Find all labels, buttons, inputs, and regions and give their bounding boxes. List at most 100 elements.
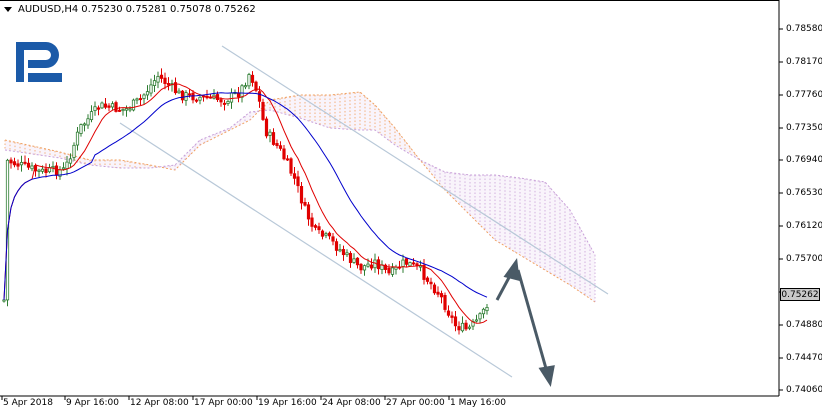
candle-body: [334, 241, 339, 251]
candle-body: [327, 232, 332, 237]
candle-body: [422, 264, 426, 280]
candle-body: [317, 226, 321, 231]
candle-body: [369, 264, 374, 269]
time-label: 12 Apr 08:00: [130, 398, 189, 408]
candle-body: [110, 103, 115, 108]
arrow-head-up: [503, 257, 520, 281]
time-label: 5 Apr 2018: [3, 398, 53, 408]
triangle-down-icon[interactable]: [4, 7, 12, 12]
current-price-badge: 0.75262: [780, 288, 820, 301]
candle-body: [9, 159, 13, 164]
candle-body: [404, 258, 409, 265]
channel-upper-line: [221, 45, 609, 295]
candle-body: [257, 91, 262, 102]
tenkan-sen-line: [3, 83, 488, 324]
axis-ticks: [1, 28, 783, 400]
time-label: 24 Apr 08:00: [322, 398, 381, 408]
candle-body: [432, 284, 437, 294]
candle-body: [79, 124, 83, 134]
candle-body: [68, 158, 73, 164]
candle-body: [478, 313, 482, 320]
candle-body: [89, 111, 94, 121]
candle-body: [275, 143, 279, 147]
candle-body: [289, 158, 293, 174]
high-value: 0.75281: [125, 4, 168, 15]
symbol-label: AUDUSD,H4: [18, 4, 79, 15]
candle-body: [16, 163, 20, 167]
candlesticks: [2, 68, 489, 335]
candle-body: [341, 249, 346, 256]
candle-body: [485, 307, 489, 312]
candle-body: [338, 249, 342, 252]
price-label: 0.74060: [786, 385, 822, 395]
candle-body: [40, 168, 45, 172]
candle-body: [226, 101, 230, 104]
candle-body: [86, 118, 90, 126]
candle-body: [481, 308, 486, 315]
candle-body: [117, 109, 122, 112]
candle-body: [331, 236, 335, 242]
candle-body: [296, 176, 300, 187]
candle-body: [460, 322, 465, 332]
candle-body: [439, 293, 444, 298]
roboforex-logo-icon: [14, 40, 64, 88]
candle-body: [320, 230, 325, 237]
price-label: 0.75700: [786, 254, 822, 264]
price-label: 0.78580: [786, 24, 822, 34]
candle-body: [163, 77, 167, 84]
arrow-head-down: [538, 365, 555, 387]
candle-body: [285, 158, 290, 161]
candle-body: [145, 91, 150, 96]
candle-body: [467, 326, 472, 329]
candle-body: [61, 167, 66, 170]
price-label: 0.76530: [786, 188, 822, 198]
candle-body: [446, 310, 451, 316]
candle-body: [152, 80, 157, 86]
candle-body: [278, 145, 283, 149]
candle-body: [229, 92, 234, 103]
candle-body: [103, 103, 108, 108]
candle-body: [247, 74, 251, 87]
candle-body: [408, 262, 412, 267]
time-label: 27 Apr 00:00: [386, 398, 445, 408]
candle-body: [261, 101, 265, 120]
cloud-fill: [5, 92, 595, 302]
candle-body: [19, 162, 24, 166]
price-label: 0.76120: [786, 221, 822, 231]
candle-body: [240, 85, 244, 98]
candle-body: [93, 106, 97, 111]
symbol-info[interactable]: AUDUSD,H4 0.75230 0.75281 0.75078 0.7526…: [4, 4, 256, 15]
candle-body: [359, 263, 363, 271]
candle-body: [159, 74, 164, 79]
candle-body: [250, 74, 255, 83]
close-value: 0.75262: [214, 4, 256, 15]
time-label: 9 Apr 16:00: [66, 398, 119, 408]
candle-body: [303, 202, 307, 206]
channel-lower-line: [119, 122, 513, 378]
candle-body: [194, 99, 199, 102]
candle-body: [72, 144, 76, 158]
candle-body: [187, 93, 192, 96]
candle-body: [51, 166, 55, 169]
candle-body: [177, 90, 181, 94]
descending-channel: [119, 45, 609, 378]
candle-body: [180, 90, 185, 101]
candle-body: [107, 105, 111, 108]
candle-body: [264, 118, 269, 137]
candle-body: [464, 322, 468, 330]
candle-body: [114, 102, 118, 112]
candle-body: [75, 131, 80, 146]
candle-body: [128, 108, 132, 111]
candle-body: [282, 148, 286, 160]
candle-body: [44, 168, 48, 173]
candle-body: [345, 252, 349, 256]
candle-body: [138, 98, 143, 101]
candle-body: [324, 233, 328, 236]
candle-body: [355, 257, 360, 266]
price-label: 0.76940: [786, 155, 822, 165]
candle-body: [65, 161, 69, 169]
time-label: 17 Apr 00:00: [194, 398, 253, 408]
candle-body: [299, 186, 304, 204]
